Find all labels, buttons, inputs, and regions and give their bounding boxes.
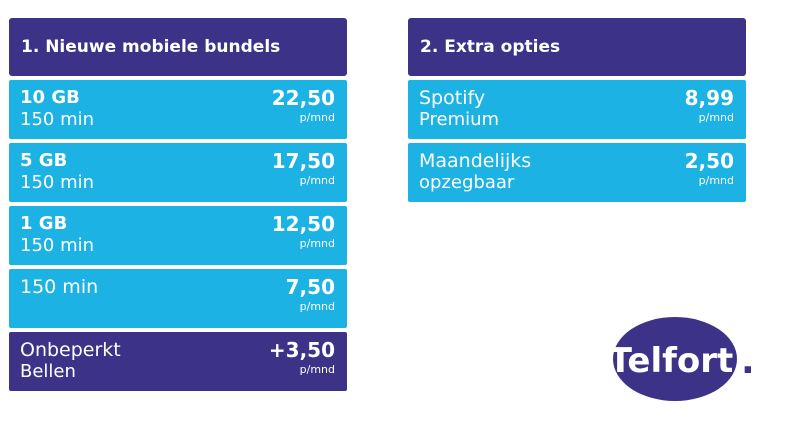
bundle-price: 17,50 <box>271 149 335 173</box>
bundle-data: 5 GB <box>20 150 68 171</box>
bundle-price: 22,50 <box>271 86 335 110</box>
option-price-unit: p/mnd <box>299 363 335 376</box>
bundles-header: 1. Nieuwe mobiele bundels <box>9 18 347 76</box>
bundle-10gb-option[interactable]: 10 GB 150 min 22,50 p/mnd <box>9 80 347 139</box>
option-price: +3,50 <box>268 338 335 362</box>
option-label-line1: Onbeperkt <box>20 339 121 361</box>
option-price: 2,50 <box>684 149 734 173</box>
logo-badge-shape <box>613 317 737 401</box>
bundle-price: 12,50 <box>271 212 335 236</box>
bundle-data: 10 GB <box>20 87 80 108</box>
option-label-line2: Premium <box>419 109 500 130</box>
option-label-line1: Maandelijks <box>419 150 532 172</box>
bundle-price-unit: p/mnd <box>299 300 335 313</box>
bundles-title: 1. Nieuwe mobiele bundels <box>21 37 281 57</box>
bundle-1gb-option[interactable]: 1 GB 150 min 12,50 p/mnd <box>9 206 347 265</box>
option-label-line1: Spotify <box>419 87 486 109</box>
monthly-cancelable-option[interactable]: Maandelijks opzegbaar 2,50 p/mnd <box>408 143 746 202</box>
bundle-minutes: 150 min <box>20 235 95 256</box>
unlimited-calling-option[interactable]: Onbeperkt Bellen +3,50 p/mnd <box>9 332 347 391</box>
bundle-price-unit: p/mnd <box>299 111 335 124</box>
extra-options-title: 2. Extra opties <box>420 37 561 57</box>
bundle-minutes: 150 min <box>20 172 95 193</box>
bundle-price-unit: p/mnd <box>299 174 335 187</box>
bundle-price: 7,50 <box>285 275 335 299</box>
extra-options-header: 2. Extra opties <box>408 18 746 76</box>
bundle-data: 1 GB <box>20 213 68 234</box>
option-price-unit: p/mnd <box>698 174 734 187</box>
logo-dot: . <box>741 341 755 382</box>
telfort-logo: Telfort . <box>612 317 755 401</box>
option-label-line2: Bellen <box>20 361 76 382</box>
bundle-150min-option[interactable]: 150 min 7,50 p/mnd <box>9 269 347 328</box>
bundle-price-unit: p/mnd <box>299 237 335 250</box>
bundle-5gb-option[interactable]: 5 GB 150 min 17,50 p/mnd <box>9 143 347 202</box>
bundles-panel: 1. Nieuwe mobiele bundels 10 GB 150 min … <box>9 18 347 391</box>
option-label-line2: opzegbaar <box>419 172 515 193</box>
logo-wordmark: Telfort <box>612 341 733 381</box>
spotify-premium-option[interactable]: Spotify Premium 8,99 p/mnd <box>408 80 746 139</box>
bundle-minutes: 150 min <box>20 109 95 130</box>
option-price: 8,99 <box>684 86 734 110</box>
bundle-minutes: 150 min <box>20 276 99 298</box>
option-price-unit: p/mnd <box>698 111 734 124</box>
extra-options-panel: 2. Extra opties Spotify Premium 8,99 p/m… <box>408 18 746 202</box>
